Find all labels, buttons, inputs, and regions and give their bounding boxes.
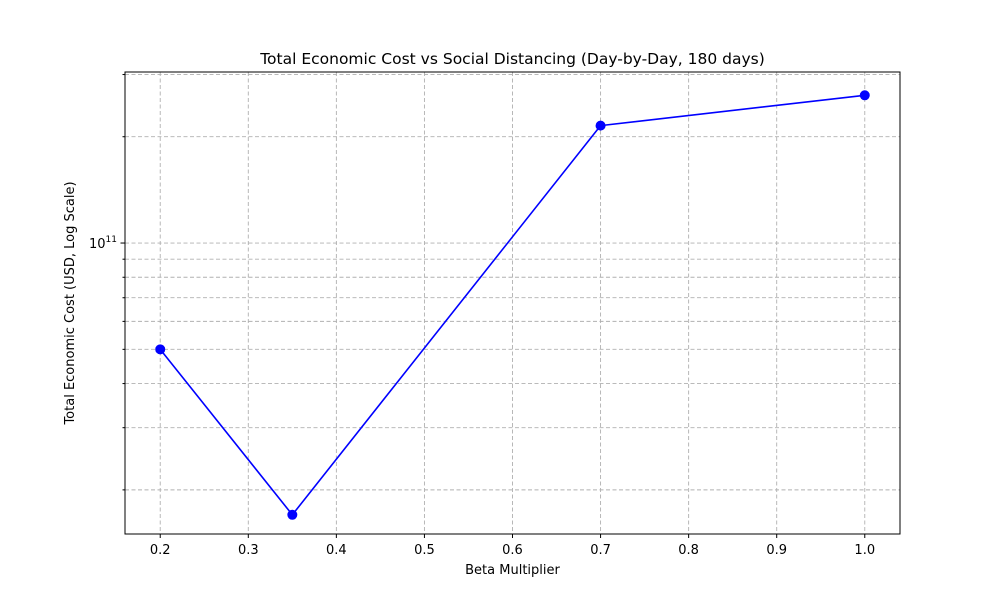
x-axis-label: Beta Multiplier bbox=[465, 563, 560, 578]
x-tick-label: 0.7 bbox=[590, 543, 611, 558]
x-tick-label: 0.3 bbox=[238, 543, 259, 558]
x-tick-label: 1.0 bbox=[854, 543, 875, 558]
x-tick-label: 0.9 bbox=[766, 543, 787, 558]
x-tick-label: 0.4 bbox=[326, 543, 347, 558]
y-axis-label: Total Economic Cost (USD, Log Scale) bbox=[63, 181, 78, 425]
data-point bbox=[155, 344, 166, 355]
series-layer bbox=[155, 90, 870, 520]
chart-title: Total Economic Cost vs Social Distancing… bbox=[259, 50, 765, 68]
x-tick-label: 0.6 bbox=[502, 543, 523, 558]
data-point bbox=[859, 90, 870, 101]
y-tick-label: 1011 bbox=[89, 235, 117, 252]
y-axis: 1011 bbox=[89, 74, 125, 491]
series-line bbox=[159, 94, 865, 516]
x-tick-label: 0.2 bbox=[150, 543, 171, 558]
x-tick-label: 0.8 bbox=[678, 543, 699, 558]
data-point bbox=[287, 509, 298, 520]
data-point bbox=[595, 120, 606, 131]
x-tick-label: 0.5 bbox=[414, 543, 435, 558]
grid-layer bbox=[125, 72, 900, 534]
x-axis: 0.2 0.3 0.4 0.5 0.6 0.7 0.8 0.9 1.0 bbox=[150, 534, 875, 558]
